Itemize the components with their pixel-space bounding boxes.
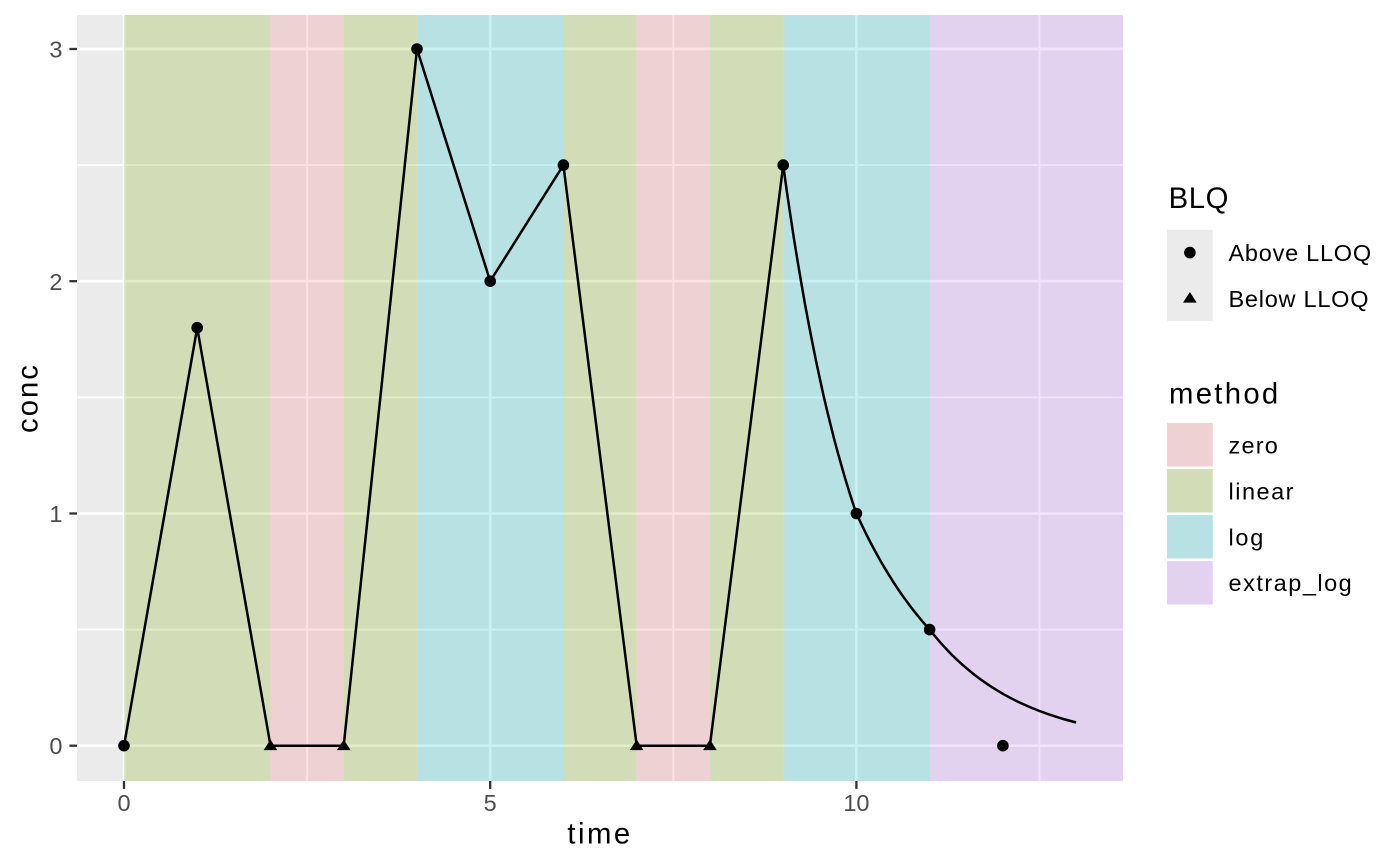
svg-text:0: 0: [49, 733, 62, 759]
svg-text:method: method: [1169, 378, 1281, 411]
svg-text:zero: zero: [1229, 433, 1280, 459]
svg-text:conc: conc: [11, 363, 44, 433]
svg-text:Above LLOQ: Above LLOQ: [1229, 240, 1372, 266]
svg-text:0: 0: [117, 790, 130, 816]
svg-text:3: 3: [49, 37, 62, 63]
svg-text:log: log: [1229, 524, 1265, 550]
svg-text:linear: linear: [1229, 478, 1295, 504]
svg-text:time: time: [567, 818, 632, 851]
svg-text:5: 5: [484, 790, 497, 816]
svg-text:extrap_log: extrap_log: [1229, 570, 1354, 596]
svg-text:1: 1: [49, 501, 62, 527]
svg-text:2: 2: [49, 269, 62, 295]
svg-text:BLQ: BLQ: [1169, 182, 1229, 215]
svg-text:Below LLOQ: Below LLOQ: [1229, 286, 1370, 312]
svg-text:10: 10: [843, 790, 869, 816]
